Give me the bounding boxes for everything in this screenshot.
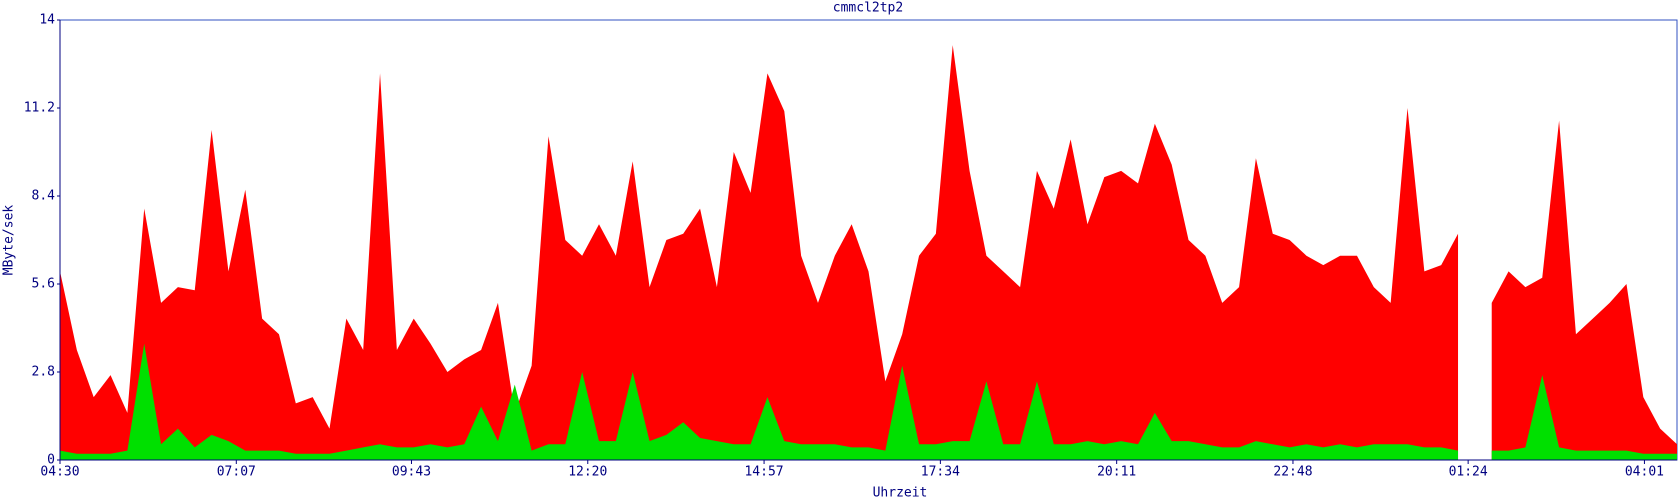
x-tick-label: 17:34 [921, 465, 960, 480]
series-area [60, 45, 1677, 461]
x-tick-label: 09:43 [392, 465, 431, 480]
y-tick-label: 14 [39, 13, 55, 28]
x-tick-label: 20:11 [1097, 465, 1136, 480]
x-tick-label: 07:07 [217, 465, 256, 480]
x-tick-label: 12:20 [568, 465, 607, 480]
y-tick-label: 0 [47, 453, 55, 468]
y-tick-label: 2.8 [32, 365, 55, 380]
x-axis-label: Uhrzeit [873, 486, 928, 500]
y-tick-label: 5.6 [32, 277, 55, 292]
x-tick-label: 14:57 [744, 465, 783, 480]
y-axis-label: MByte/sek [2, 205, 17, 276]
x-tick-label: 01:24 [1449, 465, 1488, 480]
x-tick-label: 04:30 [40, 465, 79, 480]
x-tick-label: 04:01 [1625, 465, 1664, 480]
series-area [60, 343, 1677, 460]
chart-title: cmmcl2tp2 [833, 1, 903, 16]
y-tick-label: 8.4 [32, 189, 56, 204]
x-tick-label: 22:48 [1273, 465, 1312, 480]
y-tick-label: 11.2 [24, 101, 55, 116]
